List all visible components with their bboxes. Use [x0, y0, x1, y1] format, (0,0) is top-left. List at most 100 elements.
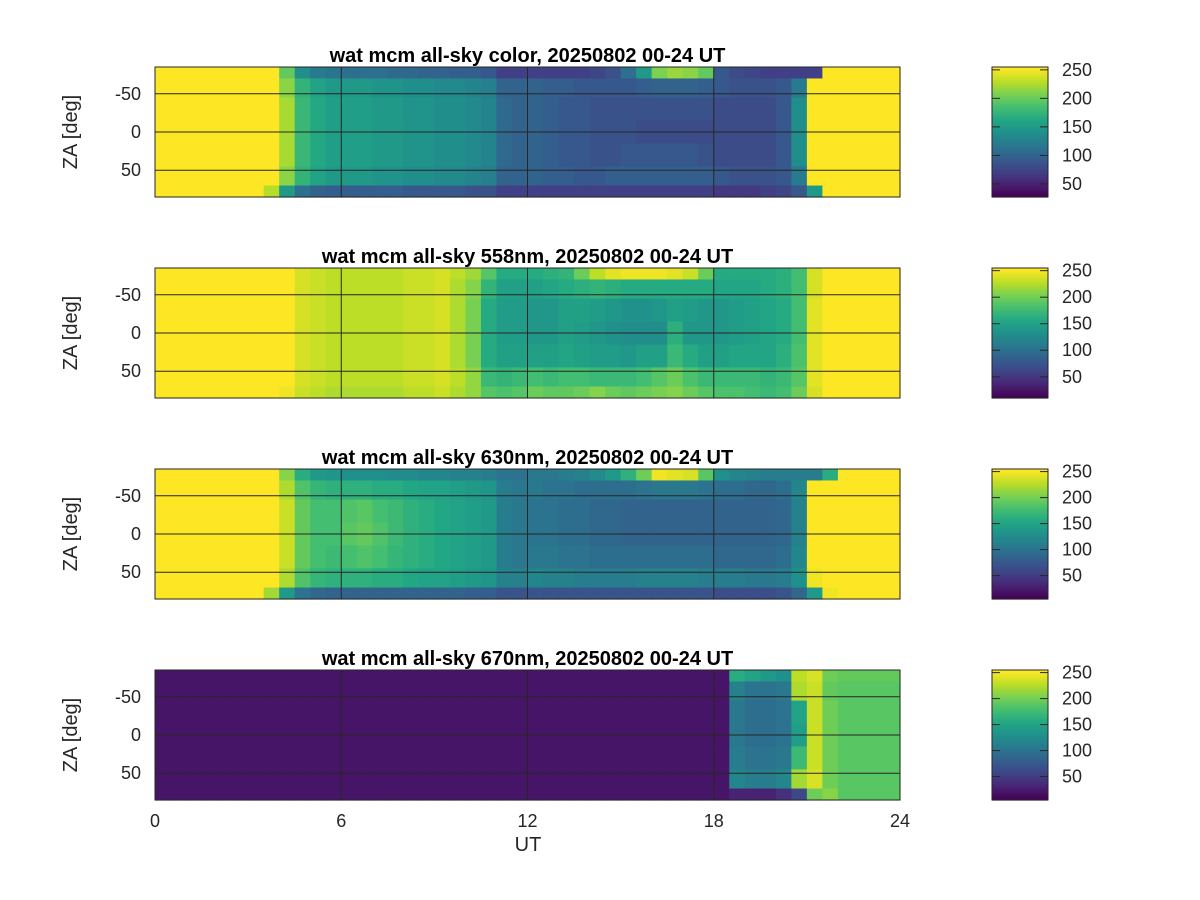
heatmap-cell	[279, 185, 296, 198]
heatmap-cell	[372, 700, 389, 725]
heatmap-cell	[558, 670, 575, 683]
heatmap-cell	[418, 681, 435, 702]
heatmap-cell	[667, 670, 684, 683]
heatmap-cell	[868, 681, 886, 702]
colorbar-segment	[992, 308, 1048, 312]
heatmap-cell	[325, 545, 342, 570]
heatmap-cell	[170, 700, 187, 725]
heatmap-cell	[496, 298, 513, 323]
heatmap-cell	[341, 185, 358, 198]
heatmap-cell	[418, 700, 435, 725]
heatmap-cell	[263, 700, 280, 725]
colorbar-segment	[992, 393, 1048, 397]
heatmap-cell	[760, 480, 777, 501]
colorbar-segment	[992, 357, 1048, 361]
colorbar-tick-label: 100	[1062, 145, 1092, 165]
heatmap-cell	[868, 700, 886, 725]
heatmap-cell	[729, 78, 746, 99]
heatmap-cell	[667, 788, 684, 801]
heatmap-cell	[651, 469, 668, 482]
heatmap-cell	[325, 788, 342, 801]
heatmap-cell	[620, 469, 637, 482]
colorbar-segment	[992, 395, 1048, 399]
heatmap-cell	[558, 700, 575, 725]
heatmap-cell	[713, 166, 730, 187]
heatmap-cell	[279, 568, 296, 589]
heatmap-cell	[682, 587, 699, 600]
heatmap-cell	[155, 769, 172, 790]
heatmap-cell	[868, 469, 886, 482]
colorbar-segment	[992, 540, 1048, 543]
colorbar-segment	[992, 688, 1048, 691]
colorbar-segment	[992, 168, 1048, 172]
heatmap-cell	[884, 185, 901, 198]
heatmap-cell	[589, 788, 606, 801]
heatmap-cell	[822, 166, 839, 187]
heatmap-cell	[574, 78, 591, 99]
heatmap-cell	[744, 143, 761, 168]
heatmap-cell	[232, 367, 249, 388]
heatmap-cell	[837, 746, 855, 771]
colorbar: 50 100 150 200 250	[991, 60, 1092, 198]
heatmap-cell	[263, 185, 280, 198]
heatmap-cell	[372, 97, 389, 122]
heatmap-cell	[574, 344, 591, 369]
heatmap-cell	[434, 681, 451, 702]
heatmap-cell	[356, 386, 373, 399]
heatmap-cell	[341, 681, 358, 702]
heatmap-cell	[325, 166, 342, 187]
heatmap-cell	[868, 386, 886, 399]
x-tick-label: 24	[890, 811, 910, 831]
heatmap-cell	[217, 568, 234, 589]
heatmap-cell	[434, 166, 451, 187]
heatmap-cell	[651, 545, 668, 570]
colorbar-segment	[992, 164, 1048, 168]
heatmap-cell	[543, 97, 560, 122]
heatmap-cell	[543, 469, 560, 482]
heatmap-cell	[605, 769, 622, 790]
heatmap-cell	[155, 469, 172, 482]
heatmap-cell	[325, 344, 342, 369]
heatmap-cell	[853, 143, 870, 168]
heatmap-cell	[496, 469, 513, 482]
heatmap-cell	[636, 279, 653, 300]
heatmap-cell	[356, 681, 373, 702]
heatmap-cell	[775, 185, 792, 198]
heatmap-cell	[543, 769, 560, 790]
heatmap-cell	[605, 568, 622, 589]
colorbar-segment	[992, 194, 1048, 198]
heatmap-cell	[279, 386, 296, 399]
heatmap-cell	[713, 746, 730, 771]
heatmap-cell	[387, 499, 404, 524]
heatmap-cell	[201, 499, 218, 524]
colorbar-segment	[992, 566, 1048, 570]
colorbar-segment	[992, 190, 1048, 194]
heatmap-cell	[155, 681, 172, 702]
heatmap-cell	[480, 681, 498, 702]
heatmap-cell	[837, 587, 855, 600]
colorbar-segment	[992, 73, 1048, 76]
heatmap-cell	[806, 97, 823, 122]
heatmap-cell	[884, 78, 901, 99]
heatmap-cell	[279, 298, 296, 323]
heatmap-cell	[418, 670, 435, 683]
heatmap-cell	[822, 545, 839, 570]
heatmap-cell	[496, 670, 513, 683]
heatmap-cell	[868, 788, 886, 801]
colorbar-segment	[992, 700, 1048, 704]
heatmap-cell	[325, 480, 342, 501]
heatmap-cell	[853, 367, 870, 388]
heatmap-cell	[558, 480, 575, 501]
colorbar-segment	[992, 125, 1048, 129]
colorbar-segment	[992, 312, 1048, 316]
heatmap-cell	[465, 499, 482, 524]
heatmap-cell	[434, 386, 451, 399]
heatmap-cell	[837, 480, 855, 501]
heatmap-cell	[853, 568, 870, 589]
colorbar-segment	[992, 529, 1048, 533]
heatmap-cell	[543, 587, 560, 600]
heatmap-cell	[480, 279, 498, 300]
heatmap-cell	[217, 298, 234, 323]
heatmap-cell	[543, 700, 560, 725]
heatmap-cell	[636, 97, 653, 122]
